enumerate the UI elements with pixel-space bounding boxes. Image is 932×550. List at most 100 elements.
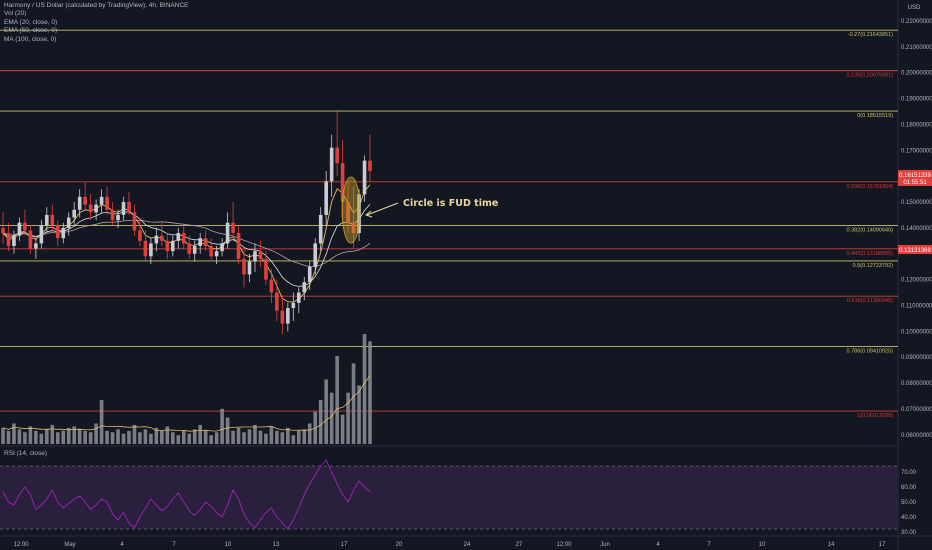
volume-bar: [61, 430, 66, 444]
volume-bar: [1, 427, 5, 444]
candle-body: [12, 235, 16, 246]
candles: [1, 111, 372, 334]
volume-bar: [368, 341, 372, 444]
candle-body: [121, 202, 126, 215]
time-axis-label: 17: [341, 542, 348, 548]
legend-ema20[interactable]: EMA (20, close, 0): [4, 18, 58, 26]
candle-body: [346, 202, 350, 223]
candle-body: [171, 240, 175, 252]
volume-bar: [296, 430, 301, 444]
candle-body: [280, 310, 285, 324]
current-price-value: 0.16151339: [899, 173, 931, 179]
price-axis[interactable]: 0.22000000 0.21000000 0.20000000 0.19000000…: [901, 19, 932, 439]
legend-ma100[interactable]: MA (100, close, 0): [4, 35, 57, 43]
price-axis-label: 0.11000000: [901, 303, 932, 309]
volume-bar: [214, 432, 219, 444]
candle-body: [225, 222, 230, 244]
volume-bar: [209, 435, 213, 444]
candle-body: [160, 235, 164, 241]
volume-bar: [291, 435, 296, 444]
candle-body: [362, 160, 367, 195]
price-axis-label: 0.20000000: [901, 71, 932, 77]
rsi-band: [0, 466, 898, 529]
volume-bar: [264, 433, 268, 444]
volume-bar: [143, 429, 148, 444]
time-axis-label: 20: [396, 542, 403, 548]
volume-bar: [324, 379, 328, 444]
candle-body: [318, 214, 323, 244]
legend-ema50[interactable]: EMA (50, close, 0): [4, 27, 58, 35]
legend-vol[interactable]: Vol (20): [4, 10, 27, 18]
volume-bar: [105, 430, 109, 444]
time-axis-label: 13: [273, 542, 280, 548]
time-axis-label: 7: [172, 542, 176, 548]
candle-body: [307, 266, 312, 283]
volume-bar: [77, 429, 82, 444]
time-axis-label: 24: [464, 542, 471, 548]
time-axis-label: 27: [516, 542, 523, 548]
candle-body: [105, 196, 109, 210]
volume-bar: [121, 433, 126, 444]
candle-body: [324, 181, 328, 215]
candle-body: [291, 302, 296, 309]
volume-bar: [346, 392, 350, 444]
volume-bar: [181, 430, 186, 444]
fib-label: -0.27(0.21643851): [848, 32, 893, 38]
volume-bar: [171, 432, 175, 444]
volume-bar: [72, 426, 77, 444]
price-axis-label: 0.06000000: [901, 433, 932, 439]
candle-body: [116, 214, 120, 221]
candle-body: [176, 233, 181, 241]
rsi-legend[interactable]: RSI (14, close): [4, 450, 47, 457]
price-axis-label: 0.14000000: [901, 226, 932, 232]
annotation-text: Circle is FUD time: [403, 198, 498, 209]
marker-price-value: 0.13131369: [899, 248, 931, 254]
price-axis-label: 0.07000000: [901, 407, 932, 413]
candle-body: [275, 292, 279, 311]
bar-countdown: 01:55:51: [903, 180, 927, 186]
candle-body: [335, 147, 339, 164]
price-axis-label: 0.17000000: [901, 148, 932, 154]
candle-body: [192, 245, 197, 254]
candle-body: [17, 222, 22, 236]
chart-title[interactable]: Harmony / US Dollar (calculated by Tradi…: [4, 2, 189, 9]
volume-bar: [83, 430, 87, 444]
price-axis-label: 0.09000000: [901, 355, 932, 361]
time-axis-label: Jun: [600, 542, 610, 548]
rsi-axis-label: 70.00: [901, 470, 917, 476]
price-axis-label: 0.08000000: [901, 381, 932, 387]
rsi-line: [2, 459, 371, 530]
candle-body: [127, 202, 131, 213]
rsi-axis-label: 30.00: [901, 530, 917, 536]
candle-body: [154, 235, 159, 244]
volume-bar: [116, 429, 120, 444]
candle-body: [203, 238, 208, 246]
chart-legend: Harmony / US Dollar (calculated by Tradi…: [4, 2, 188, 44]
rsi-axis-label: 40.00: [901, 515, 917, 521]
fib-label: 0.236(0.15781854): [847, 184, 894, 190]
volume-bar: [335, 356, 339, 444]
candle-body: [143, 240, 148, 257]
time-axis-label: 12:00: [13, 542, 29, 548]
volume-bar: [55, 432, 60, 444]
candle-body: [286, 308, 290, 324]
volume-bar: [247, 429, 252, 444]
candle-body: [83, 196, 87, 205]
current-price-tag: [898, 170, 932, 186]
candle-body: [269, 279, 274, 293]
candle-body: [99, 196, 104, 205]
volume-bar: [94, 423, 98, 444]
volume-bar: [225, 417, 230, 444]
volume-bar: [198, 424, 202, 444]
candle-body: [72, 209, 77, 218]
volume-bar: [17, 429, 22, 444]
candle-body: [39, 225, 44, 244]
fib-label: 0.135(0.20079381): [847, 73, 894, 79]
time-axis[interactable]: 12:00 May 4 7 10 13 17 20 24 27 12:00 Jun 4 7 10 14 17: [13, 542, 886, 548]
candle-body: [34, 243, 38, 249]
time-axis-label: 14: [828, 542, 835, 548]
fib-label: 1(0.06917098): [857, 413, 893, 419]
candle-body: [181, 233, 186, 244]
candle-body: [187, 243, 192, 254]
